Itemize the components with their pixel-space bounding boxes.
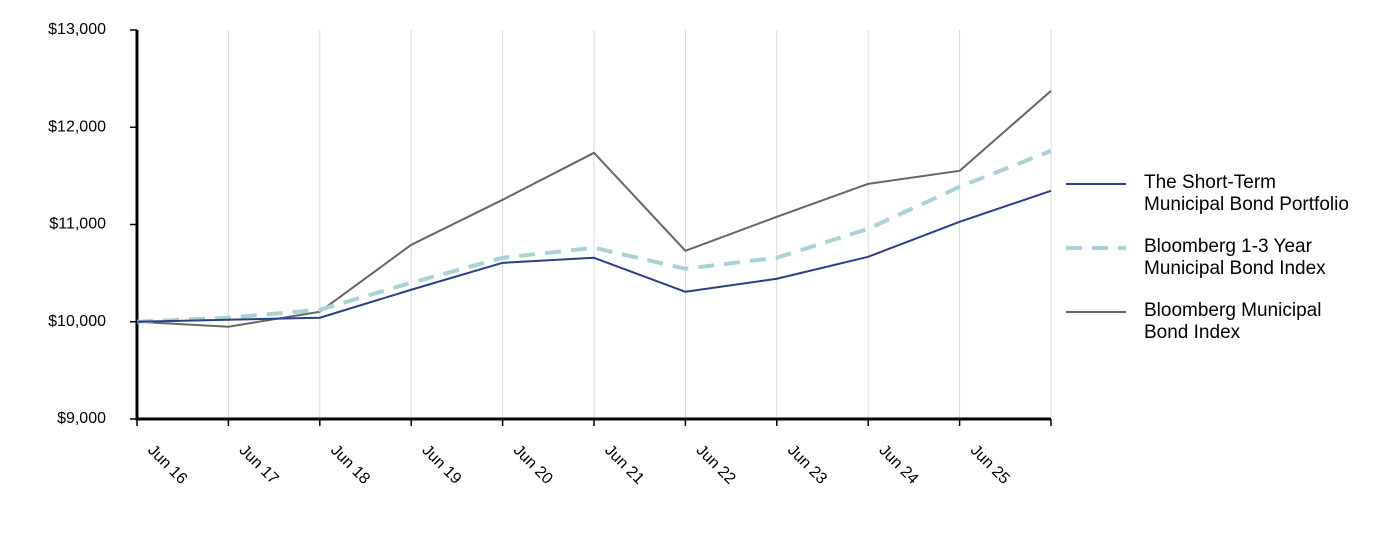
legend-swatch — [1066, 183, 1126, 185]
y-tick-label: $12,000 — [48, 118, 106, 135]
series-line — [136, 149, 1052, 324]
x-tick-label: Jun 24 — [875, 442, 921, 488]
x-tick-label: Jun 22 — [693, 442, 739, 488]
y-tick-label: $11,000 — [49, 216, 106, 233]
series-line — [136, 189, 1052, 323]
legend-item: Bloomberg Municipal Bond Index — [1066, 300, 1366, 344]
x-tick-label: Jun 23 — [784, 442, 830, 488]
y-tick-label: $13,000 — [48, 21, 106, 38]
x-tick-label: Jun 17 — [236, 442, 282, 488]
x-tick-label: Jun 20 — [510, 442, 556, 488]
y-tick-label: $9,000 — [57, 410, 106, 427]
legend-label: The Short-Term Municipal Bond Portfolio — [1144, 172, 1349, 215]
legend: The Short-Term Municipal Bond Portfolio B… — [1066, 172, 1366, 364]
x-tick-label: Jun 16 — [144, 442, 190, 488]
y-tick-label: $10,000 — [48, 313, 106, 330]
legend-label: Bloomberg Municipal Bond Index — [1144, 300, 1322, 343]
x-tick-label: Jun 25 — [967, 442, 1013, 488]
legend-item: The Short-Term Municipal Bond Portfolio — [1066, 172, 1366, 216]
legend-item: Bloomberg 1-3 Year Municipal Bond Index — [1066, 236, 1366, 280]
x-tick-label: Jun 21 — [601, 442, 647, 488]
legend-swatch — [1066, 246, 1126, 250]
x-tick-label: Jun 26 — [1058, 442, 1060, 488]
legend-swatch — [1066, 311, 1126, 313]
chart: $9,000 $10,000 $11,000 $12,000 $13,000 Jun 16… — [48, 21, 1060, 488]
legend-label: Bloomberg 1-3 Year Municipal Bond Index — [1144, 236, 1326, 279]
series-line — [136, 90, 1052, 328]
x-tick-label: Jun 19 — [418, 442, 464, 488]
x-tick-label: Jun 18 — [327, 442, 373, 488]
